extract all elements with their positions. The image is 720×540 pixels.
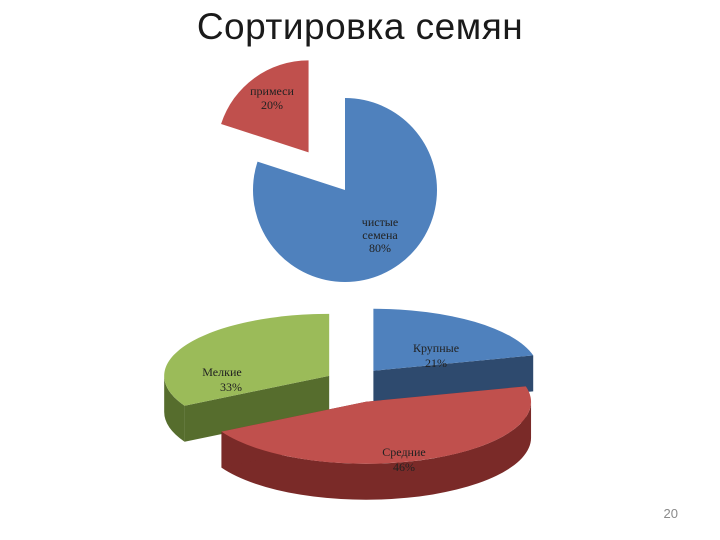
pie2-label-2: Мелкие 33% <box>202 365 242 394</box>
pie2-cut-2-0 <box>184 375 330 442</box>
pie-chart-purity: чистые семена 80% примеси 20% <box>221 60 438 282</box>
pie1-label-1: примеси 20% <box>250 84 294 112</box>
pie1-slice-0 <box>253 98 438 282</box>
pie2-slice-1 <box>221 386 532 464</box>
slide-title: Сортировка семян <box>196 6 524 47</box>
pie2-label-1: Средние 46% <box>382 445 425 474</box>
page-number: 20 <box>663 506 678 521</box>
pie1-label-0: чистые семена 80% <box>362 215 399 255</box>
pie2-side-1-0 <box>221 401 532 500</box>
pie1-slice-1 <box>221 60 309 153</box>
pie-chart-size: Крупные 21% Средние 46% Мелкие 33% <box>164 308 534 500</box>
pie2-side-2-0 <box>164 375 185 442</box>
pie2-slice-0 <box>373 308 534 371</box>
pie2-label-0: Крупные 21% <box>413 341 459 370</box>
pie2-slice-2 <box>164 313 330 406</box>
